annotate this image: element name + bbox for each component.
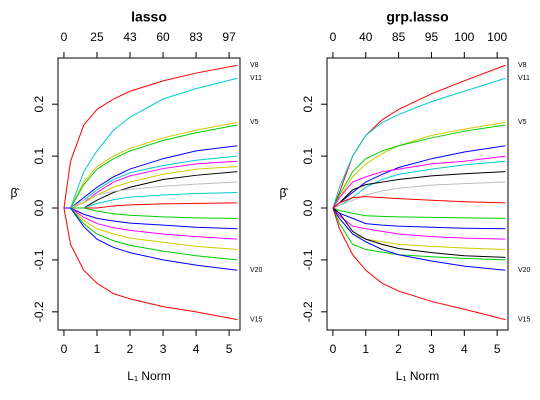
y-tick-label: 0.1	[32, 147, 46, 164]
top-tick-label: 100	[487, 30, 507, 44]
coef-path	[332, 207, 506, 261]
top-tick-label: 25	[90, 30, 104, 44]
chart-title: lasso	[131, 9, 167, 25]
x-tick-label: 2	[127, 342, 134, 356]
coef-path	[332, 155, 506, 209]
top-tick-label: 85	[392, 30, 406, 44]
coef-path	[63, 207, 238, 261]
coef-path	[332, 207, 506, 230]
top-tick-label: 60	[156, 30, 170, 44]
path-label: V5	[250, 119, 259, 126]
coef-path	[332, 160, 506, 209]
coef-path	[63, 77, 238, 209]
path-label: V8	[250, 62, 259, 69]
plot-frame	[326, 57, 509, 331]
coef-path	[332, 77, 506, 209]
top-tick-label: 40	[359, 30, 373, 44]
y-tick-label: 0.2	[301, 96, 315, 113]
top-tick-label: 0	[330, 30, 337, 44]
y-tick-label: -0.1	[32, 249, 46, 270]
coef-path	[63, 207, 238, 321]
coef-path	[332, 207, 506, 219]
x-tick-label: 4	[193, 342, 200, 356]
x-tick-label: 5	[226, 342, 233, 356]
y-tick-label: -0.2	[32, 301, 46, 322]
y-tick-label: -0.2	[301, 301, 315, 322]
y-tick-label: 0.0	[301, 199, 315, 216]
x-tick-label: 3	[428, 342, 435, 356]
x-tick-label: 3	[160, 342, 167, 356]
x-tick-label: 1	[94, 342, 101, 356]
path-label: V15	[250, 316, 263, 323]
coef-path	[332, 64, 506, 209]
coef-path	[332, 196, 506, 209]
x-tick-label: 4	[461, 342, 468, 356]
coef-path	[63, 207, 238, 271]
y-axis-label: β̂	[11, 186, 20, 200]
path-label: V20	[518, 267, 531, 274]
coef-path	[332, 207, 506, 258]
x-tick-label: 0	[330, 342, 337, 356]
coef-path	[332, 145, 506, 209]
chart-title: grp.lasso	[386, 9, 448, 25]
coef-path	[332, 181, 506, 209]
path-label: V20	[250, 267, 263, 274]
coef-path	[332, 124, 506, 209]
coef-path	[63, 165, 238, 209]
coef-path	[63, 64, 238, 209]
path-label: V5	[518, 119, 527, 126]
path-label: V15	[518, 316, 531, 323]
path-label: V11	[518, 75, 530, 82]
coef-path	[63, 181, 238, 209]
x-tick-label: 2	[395, 342, 402, 356]
x-tick-label: 1	[362, 342, 369, 356]
coef-path	[332, 207, 506, 321]
y-tick-label: -0.1	[301, 249, 315, 270]
coef-path	[63, 145, 238, 209]
x-axis-label: L₁ Norm	[127, 369, 170, 383]
x-tick-label: 5	[494, 342, 501, 356]
top-tick-label: 0	[61, 30, 68, 44]
coef-path	[63, 207, 238, 219]
top-tick-label: 83	[189, 30, 203, 44]
coef-path	[63, 207, 238, 240]
path-label: V8	[518, 62, 527, 69]
coef-path	[332, 171, 506, 209]
x-axis-label: L₁ Norm	[396, 369, 439, 383]
y-axis-label: β̂	[280, 186, 289, 200]
plot-frame	[57, 57, 241, 331]
top-tick-label: 43	[123, 30, 137, 44]
y-tick-label: 0.0	[32, 199, 46, 216]
coef-path	[63, 207, 238, 251]
top-tick-label: 97	[222, 30, 236, 44]
path-label: V11	[250, 75, 262, 82]
top-tick-label: 95	[425, 30, 439, 44]
coef-path	[332, 121, 506, 209]
coef-path	[332, 207, 506, 271]
x-tick-label: 0	[61, 342, 68, 356]
coef-path	[63, 124, 238, 209]
coef-path	[63, 207, 238, 230]
top-tick-label: 100	[454, 30, 474, 44]
y-tick-label: 0.2	[32, 96, 46, 113]
y-tick-label: 0.1	[301, 147, 315, 164]
